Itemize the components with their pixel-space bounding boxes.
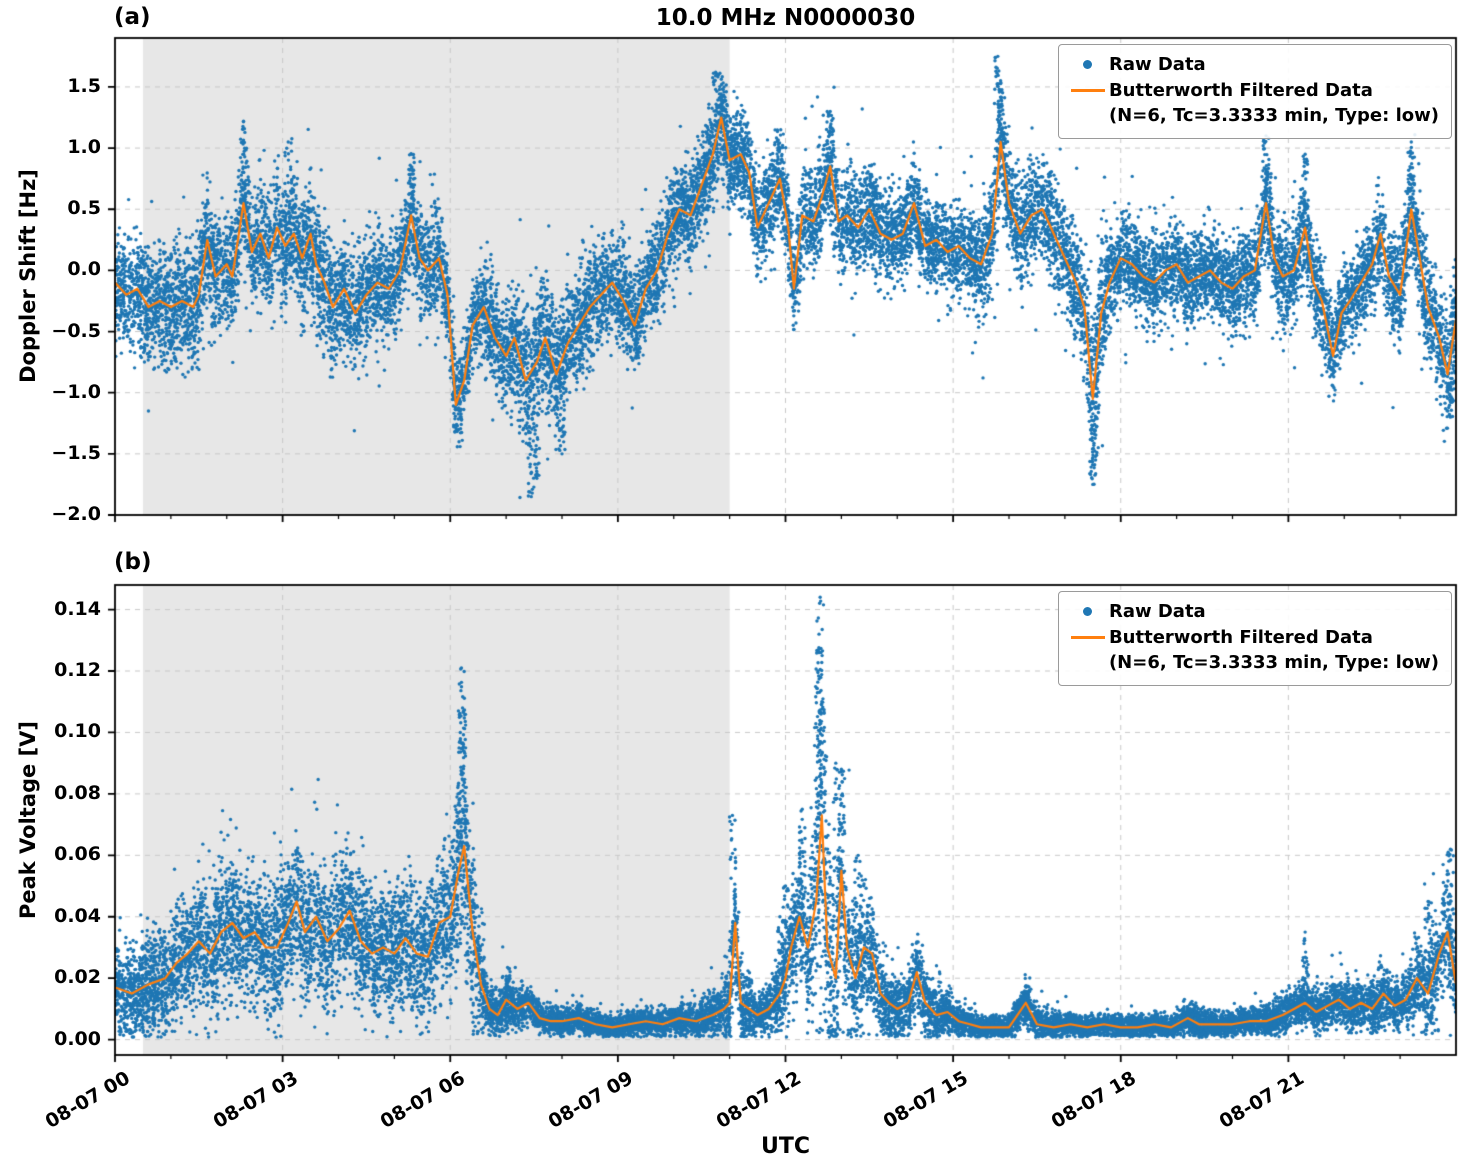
panel-a-ylabel: Doppler Shift [Hz] [16, 169, 40, 383]
legend-filtered-text: Butterworth Filtered Data (N=6, Tc=3.333… [1109, 626, 1439, 675]
panel-a-tag: (a) [114, 4, 151, 30]
legend-filtered-text: Butterworth Filtered Data (N=6, Tc=3.333… [1109, 79, 1439, 128]
y-tick-label: 0.10 [54, 720, 101, 743]
legend-raw-row: Raw Data [1067, 53, 1439, 77]
y-tick-label: 0.00 [54, 1027, 101, 1050]
y-tick-label: −0.5 [51, 319, 101, 342]
raw-data-marker-icon [1083, 607, 1093, 616]
legend-marker-col [1067, 600, 1109, 616]
filtered-line-marker-icon [1070, 89, 1105, 93]
legend-raw-label: Raw Data [1108, 601, 1206, 622]
y-tick-label: 0.12 [54, 659, 101, 681]
y-tick-label: −1.5 [51, 441, 101, 464]
legend-filtered-label: Butterworth Filtered Data [1108, 627, 1373, 649]
y-tick-label: 0.5 [67, 197, 101, 220]
legend-filtered-row: Butterworth Filtered Data (N=6, Tc=3.333… [1067, 626, 1439, 675]
panel-b-tag: (b) [114, 549, 152, 575]
y-tick-label: 1.5 [67, 74, 101, 97]
raw-data-marker-icon [1083, 60, 1093, 69]
y-tick-label: 0.04 [54, 904, 101, 927]
y-tick-label: 0.0 [67, 258, 101, 281]
x-axis-label: UTC [760, 1134, 811, 1159]
legend-filtered-sublabel: (N=6, Tc=3.3333 min, Type: low) [1108, 104, 1439, 126]
legend-raw-row: Raw Data [1067, 600, 1439, 624]
legend-filtered-row: Butterworth Filtered Data (N=6, Tc=3.333… [1067, 79, 1439, 128]
legend-marker-col [1067, 53, 1109, 69]
y-tick-label: 0.02 [54, 966, 101, 989]
y-tick-label: 0.08 [54, 781, 101, 804]
legend-marker-col [1067, 626, 1109, 640]
filtered-line-marker-icon [1070, 636, 1105, 640]
y-tick-label: −1.0 [51, 380, 101, 403]
panel-b-legend: Raw Data Butterworth Filtered Data (N=6,… [1057, 591, 1452, 686]
legend-marker-col [1067, 79, 1109, 93]
legend-filtered-sublabel: (N=6, Tc=3.3333 min, Type: low) [1108, 651, 1439, 673]
y-tick-label: 0.14 [54, 597, 101, 620]
panel-a-legend: Raw Data Butterworth Filtered Data (N=6,… [1057, 44, 1452, 139]
chart-title: 10.0 MHz N0000030 [655, 5, 916, 31]
y-tick-label: −2.0 [51, 503, 101, 525]
legend-raw-label: Raw Data [1108, 54, 1206, 75]
y-tick-label: 1.0 [67, 136, 101, 159]
legend-filtered-label: Butterworth Filtered Data [1108, 80, 1373, 102]
panel-b-ylabel: Peak Voltage [V] [16, 720, 40, 920]
y-tick-label: 0.06 [54, 843, 101, 866]
